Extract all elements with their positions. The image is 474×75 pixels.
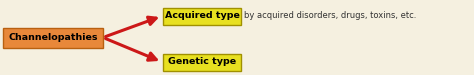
FancyBboxPatch shape — [163, 8, 241, 25]
FancyBboxPatch shape — [3, 28, 103, 47]
Text: by acquired disorders, drugs, toxins, etc.: by acquired disorders, drugs, toxins, et… — [244, 11, 416, 20]
Text: Acquired type: Acquired type — [164, 11, 239, 20]
Text: Channelopathies: Channelopathies — [8, 33, 98, 42]
Text: Genetic type: Genetic type — [168, 58, 236, 67]
FancyBboxPatch shape — [163, 53, 241, 70]
